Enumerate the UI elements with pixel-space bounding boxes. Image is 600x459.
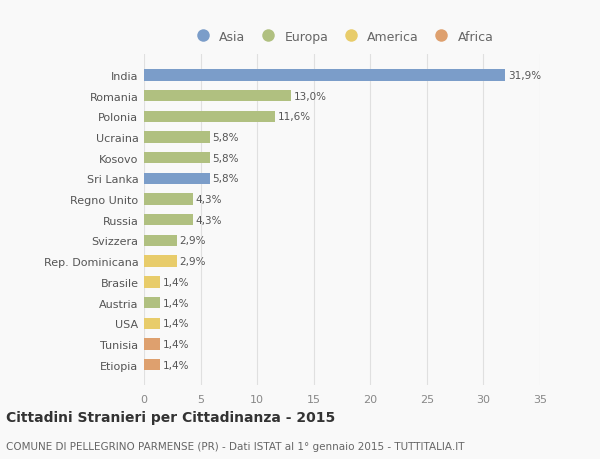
Text: 31,9%: 31,9% (508, 71, 541, 81)
Text: 4,3%: 4,3% (196, 195, 222, 205)
Bar (144, 235, 177, 246)
Bar (144, 153, 209, 164)
Text: 1,4%: 1,4% (163, 319, 189, 329)
Bar (144, 339, 160, 350)
Text: 2,9%: 2,9% (179, 236, 206, 246)
Bar (144, 277, 160, 288)
Bar (144, 194, 193, 205)
Bar (144, 318, 160, 329)
Text: 1,4%: 1,4% (163, 298, 189, 308)
Text: 2,9%: 2,9% (179, 257, 206, 267)
Bar (144, 359, 160, 370)
Text: 13,0%: 13,0% (294, 91, 327, 101)
Text: 5,8%: 5,8% (212, 133, 239, 143)
Text: COMUNE DI PELLEGRINO PARMENSE (PR) - Dati ISTAT al 1° gennaio 2015 - TUTTITALIA.: COMUNE DI PELLEGRINO PARMENSE (PR) - Dat… (6, 441, 464, 451)
Bar (144, 70, 505, 81)
Text: 1,4%: 1,4% (163, 360, 189, 370)
Bar (144, 215, 193, 226)
Bar (144, 174, 209, 185)
Legend: Asia, Europa, America, Africa: Asia, Europa, America, Africa (188, 28, 496, 46)
Text: 11,6%: 11,6% (278, 112, 311, 122)
Text: 1,4%: 1,4% (163, 339, 189, 349)
Text: 5,8%: 5,8% (212, 174, 239, 184)
Text: 5,8%: 5,8% (212, 153, 239, 163)
Text: Cittadini Stranieri per Cittadinanza - 2015: Cittadini Stranieri per Cittadinanza - 2… (6, 411, 335, 425)
Text: 1,4%: 1,4% (163, 277, 189, 287)
Bar (144, 297, 160, 308)
Bar (144, 112, 275, 123)
Text: 4,3%: 4,3% (196, 215, 222, 225)
Bar (144, 256, 177, 267)
Bar (144, 132, 209, 143)
Bar (144, 91, 291, 102)
